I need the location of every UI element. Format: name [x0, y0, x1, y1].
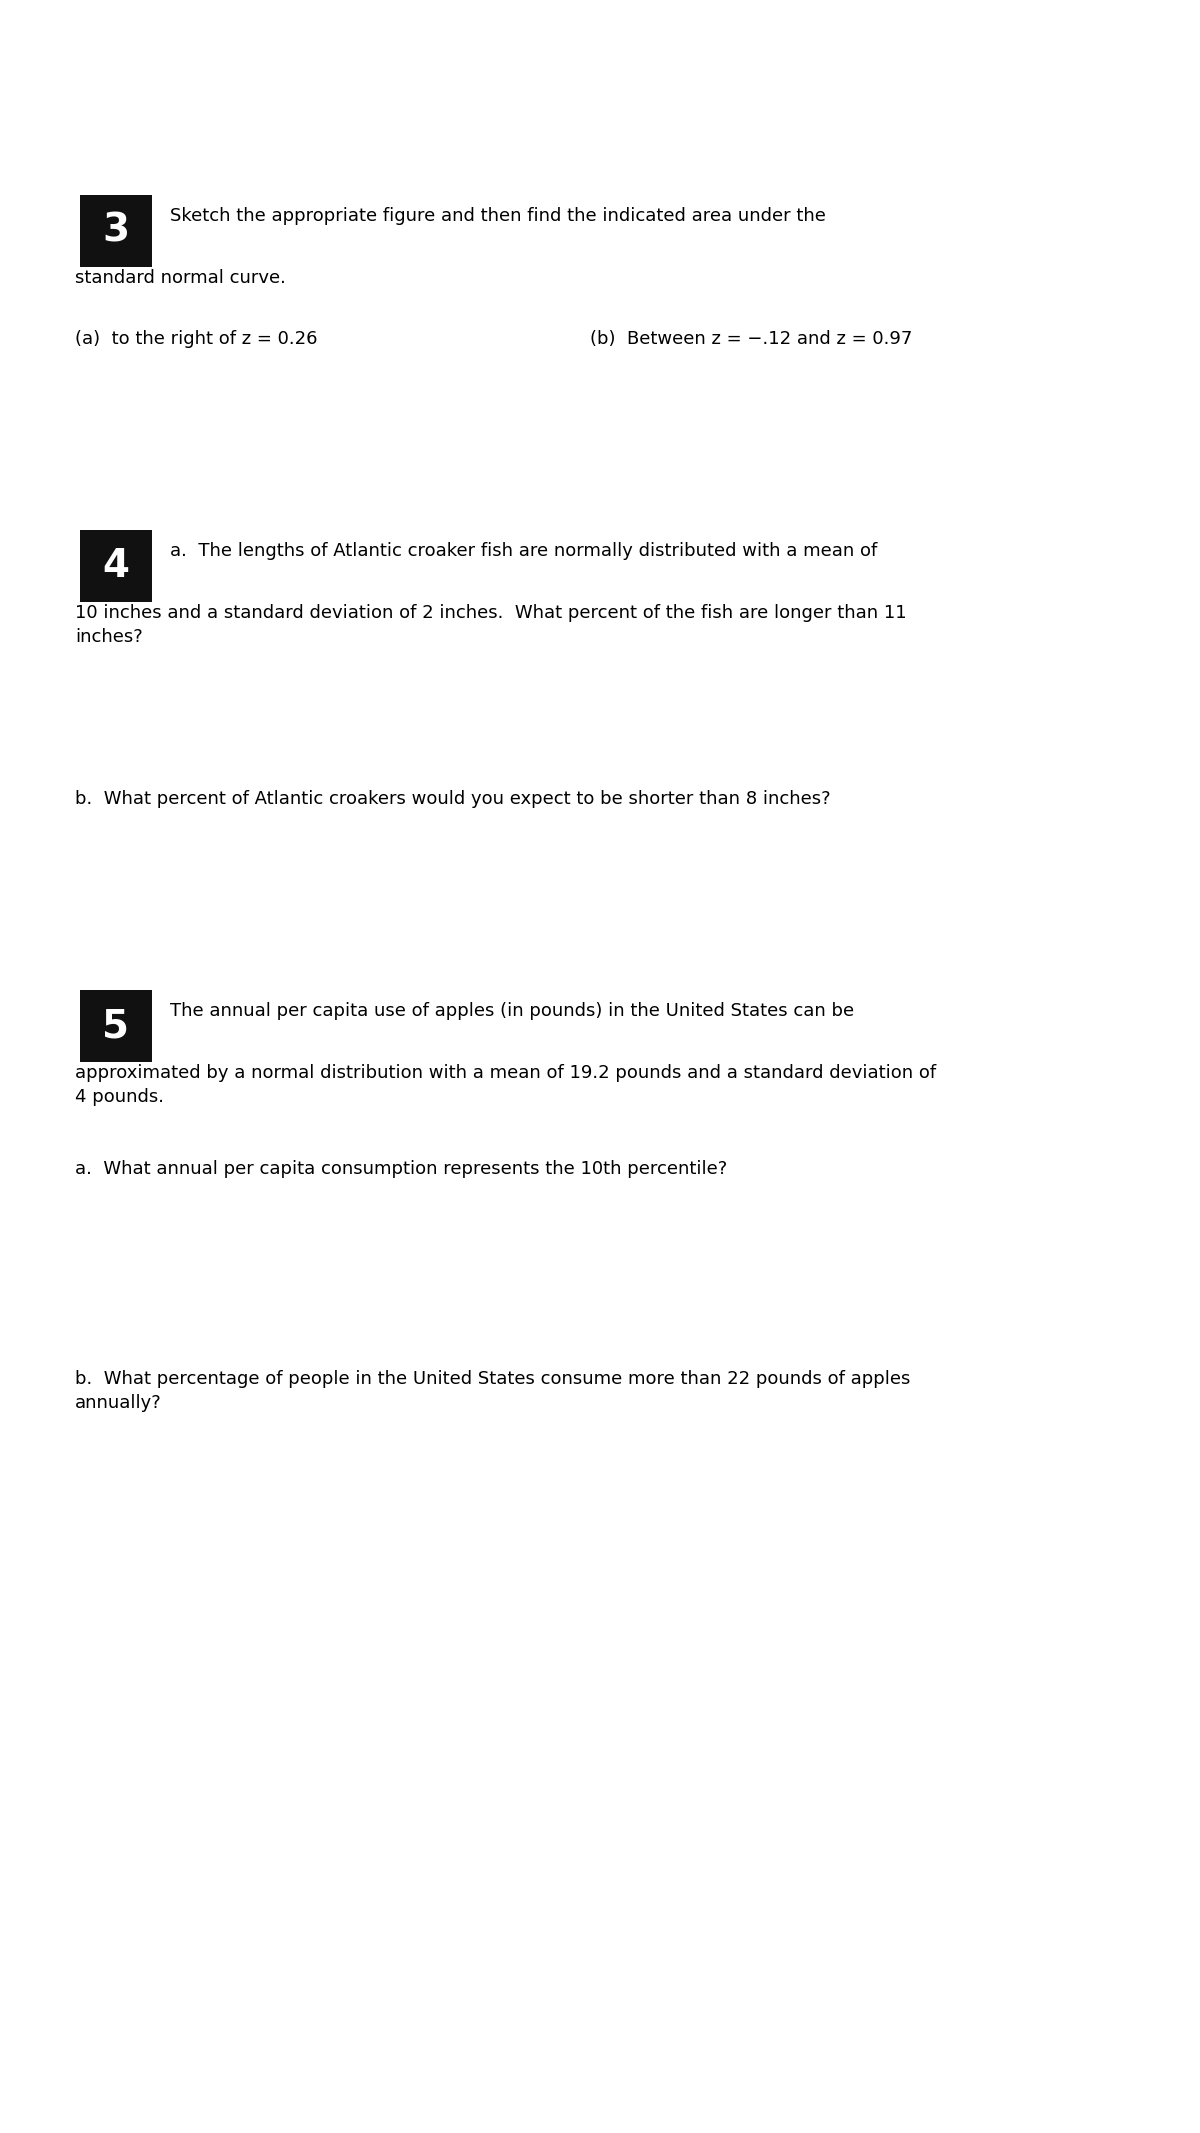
Text: a.  The lengths of Atlantic croaker fish are normally distributed with a mean of: a. The lengths of Atlantic croaker fish …: [170, 542, 877, 561]
Text: annually?: annually?: [74, 1395, 162, 1412]
Text: (a)  to the right of z = 0.26: (a) to the right of z = 0.26: [74, 331, 318, 348]
Text: b.  What percentage of people in the United States consume more than 22 pounds o: b. What percentage of people in the Unit…: [74, 1369, 911, 1389]
Text: Sketch the appropriate figure and then find the indicated area under the: Sketch the appropriate figure and then f…: [170, 207, 826, 224]
Text: b.  What percent of Atlantic croakers would you expect to be shorter than 8 inch: b. What percent of Atlantic croakers wou…: [74, 789, 830, 808]
Text: The annual per capita use of apples (in pounds) in the United States can be: The annual per capita use of apples (in …: [170, 1003, 854, 1020]
Text: standard normal curve.: standard normal curve.: [74, 269, 286, 288]
FancyBboxPatch shape: [78, 988, 154, 1064]
Text: 4: 4: [102, 546, 130, 584]
Text: 5: 5: [102, 1007, 130, 1045]
Text: 4 pounds.: 4 pounds.: [74, 1088, 164, 1107]
FancyBboxPatch shape: [78, 192, 154, 269]
Text: approximated by a normal distribution with a mean of 19.2 pounds and a standard : approximated by a normal distribution wi…: [74, 1064, 936, 1081]
Text: 10 inches and a standard deviation of 2 inches.  What percent of the fish are lo: 10 inches and a standard deviation of 2 …: [74, 604, 907, 623]
Text: inches?: inches?: [74, 627, 143, 646]
FancyBboxPatch shape: [78, 527, 154, 604]
Text: (b)  Between z = −.12 and z = 0.97: (b) Between z = −.12 and z = 0.97: [590, 331, 912, 348]
Text: 3: 3: [102, 211, 130, 250]
Text: a.  What annual per capita consumption represents the 10th percentile?: a. What annual per capita consumption re…: [74, 1160, 727, 1177]
